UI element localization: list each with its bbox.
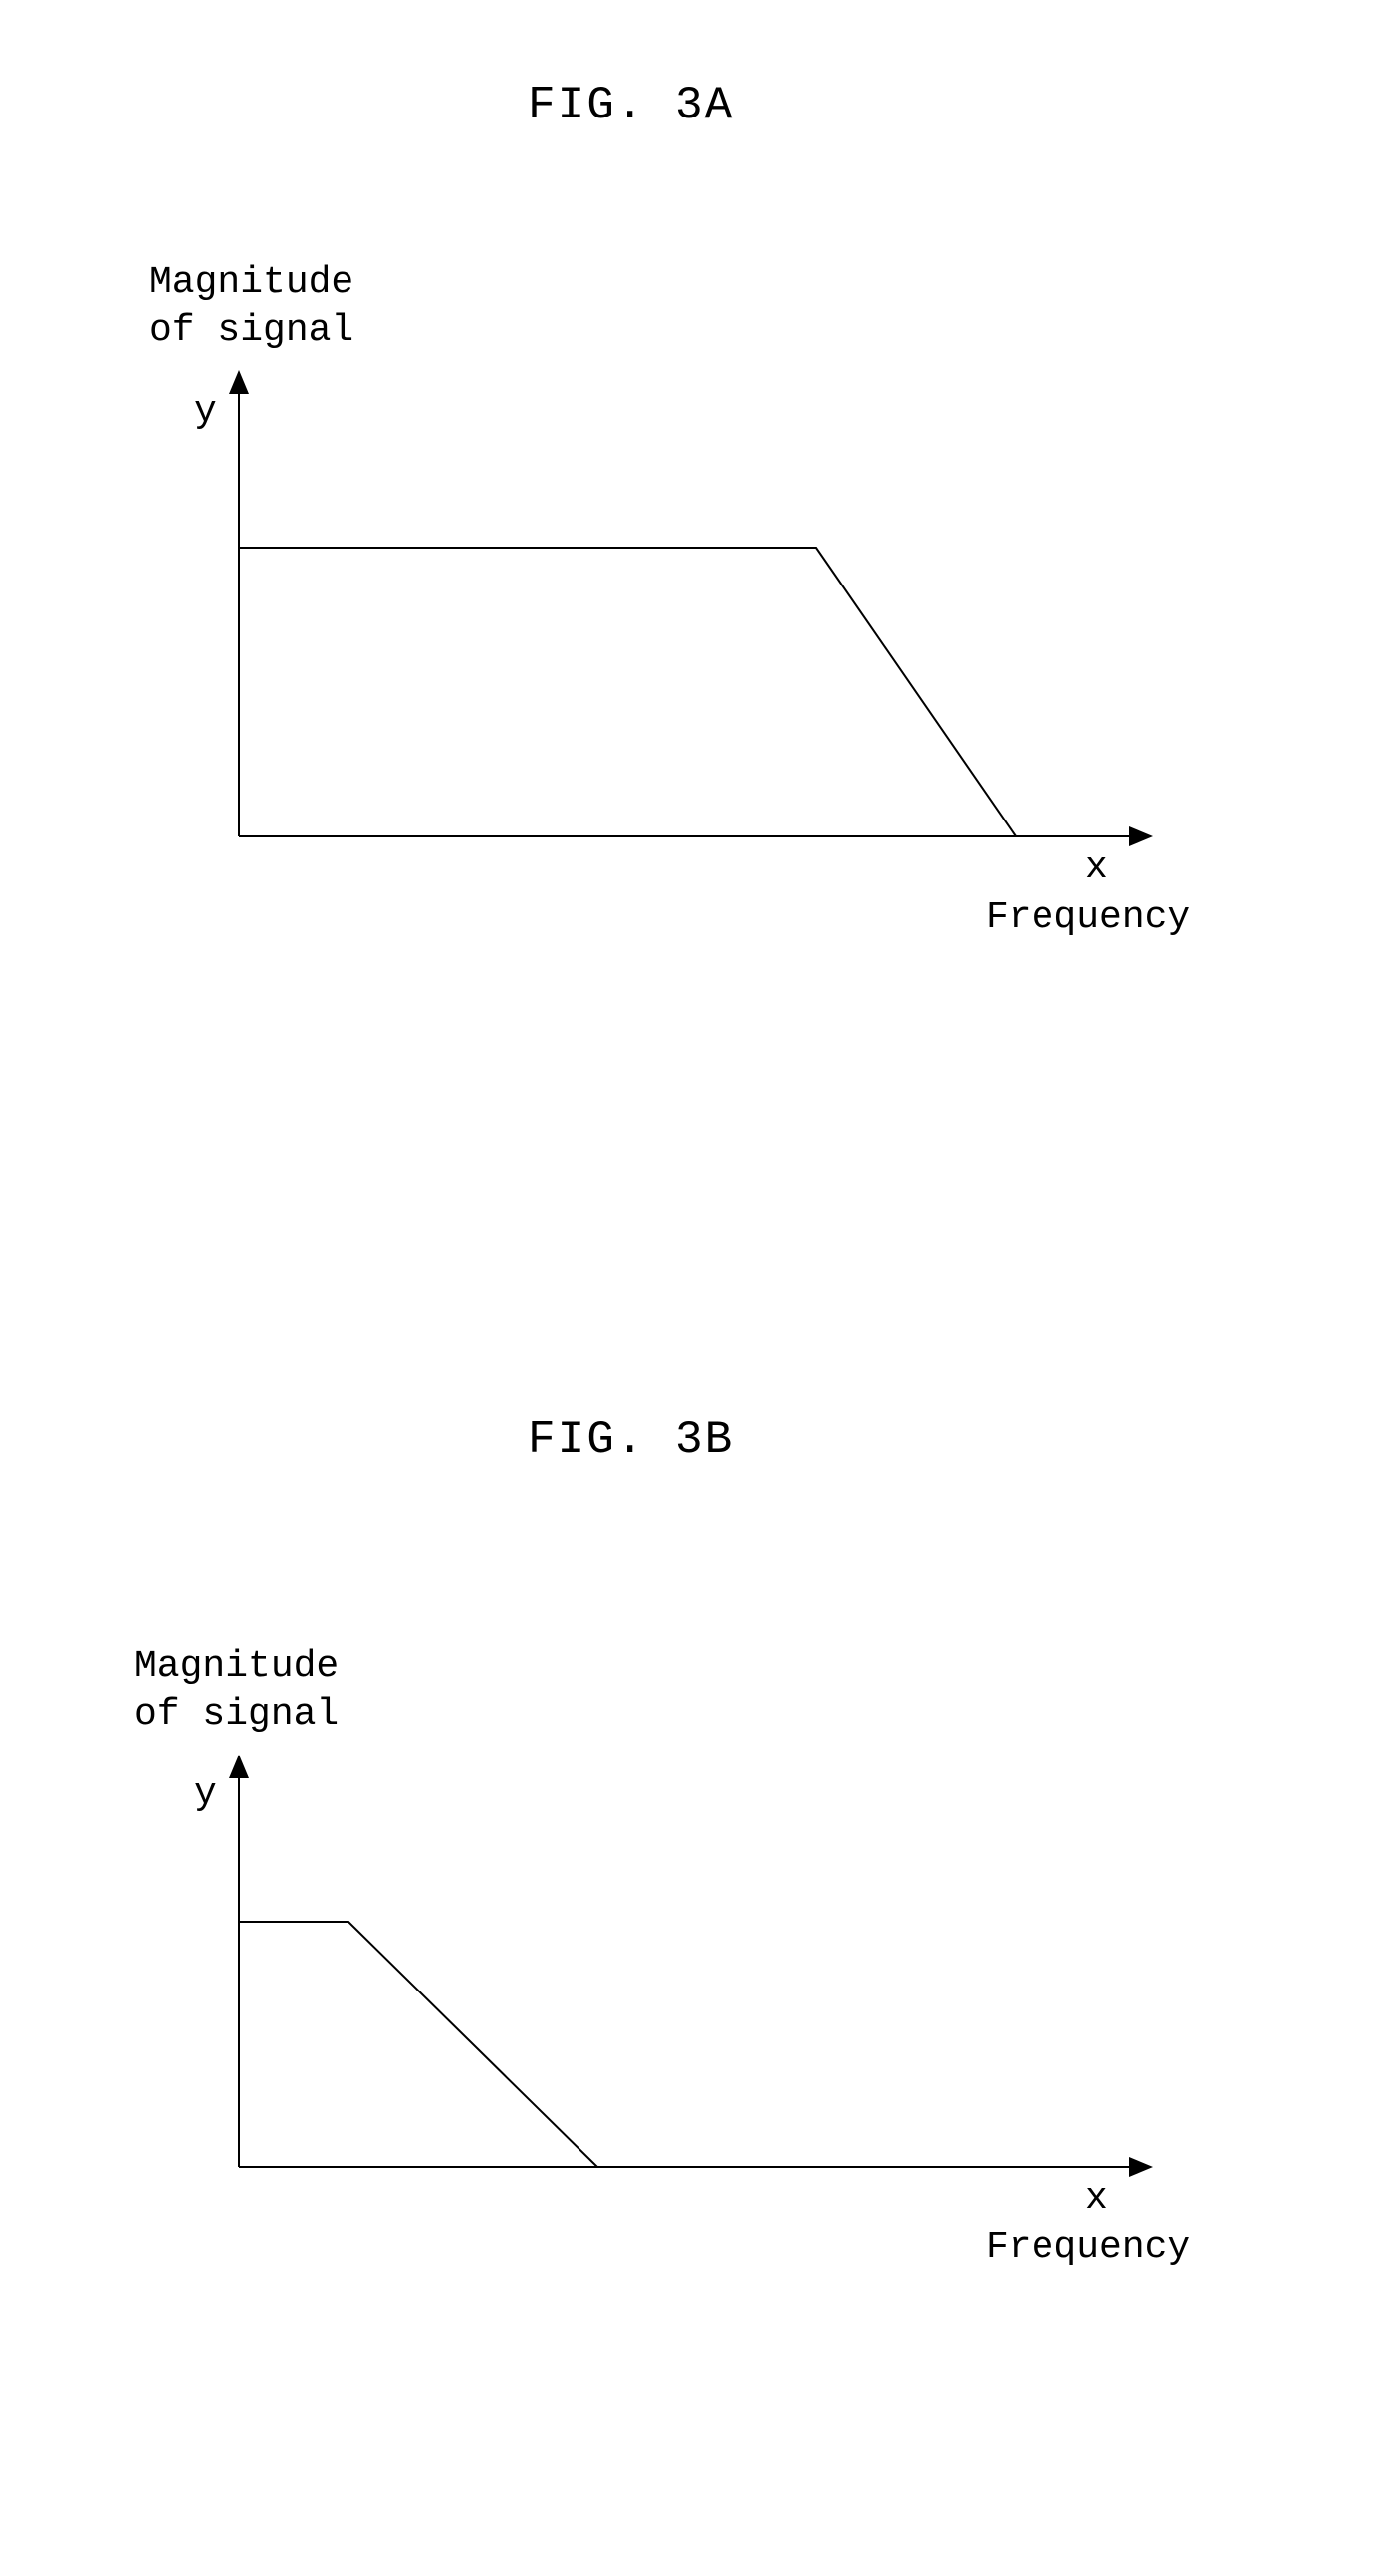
figure-b-title: FIG. 3B — [528, 1414, 734, 1466]
figure-a-plot-svg — [119, 279, 1245, 976]
page: FIG. 3A Magnitudeof signal y x Frequency… — [0, 0, 1390, 2576]
figure-a-x-tick: x — [1085, 846, 1108, 889]
figure-b-chart: Magnitudeof signal y x Frequency — [119, 1633, 1245, 2330]
figure-a-title: FIG. 3A — [528, 80, 734, 131]
figure-b-x-axis-label: Frequency — [986, 2226, 1190, 2269]
figure-b-x-tick: x — [1085, 2177, 1108, 2220]
figure-a-x-axis-label: Frequency — [986, 896, 1190, 939]
figure-b-plot-svg — [119, 1633, 1245, 2330]
figure-a-chart: Magnitudeof signal y x Frequency — [119, 279, 1245, 996]
